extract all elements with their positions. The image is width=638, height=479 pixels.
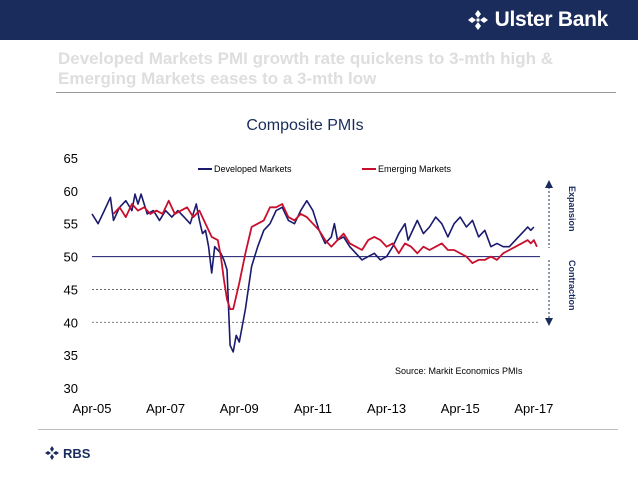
source-note: Source: Markit Economics PMIs [395,366,523,376]
header-bar: Ulster Bank [0,0,638,40]
x-axis: Apr-05 Apr-07 Apr-09 Apr-11 Apr-13 Apr-15 Apr-… [72,401,553,416]
title-divider [56,92,616,93]
legend-label-emerging: Emerging Markets [378,164,452,174]
brand-logo: Ulster Bank [467,6,608,34]
x-tick-label: Apr-15 [441,401,480,416]
y-tick-label: 65 [64,151,78,166]
x-tick-label: Apr-07 [146,401,185,416]
x-tick-label: Apr-05 [72,401,111,416]
y-tick-label: 35 [64,348,78,363]
reference-lines [92,256,540,323]
y-axis: 30 35 40 45 50 55 60 65 [64,151,78,396]
x-tick-label: Apr-09 [220,401,259,416]
footer-divider [38,429,618,430]
expansion-label: Expansion [567,186,577,232]
contraction-label: Contraction [567,260,577,311]
y-tick-label: 40 [64,315,78,330]
contraction-arrowhead-icon [545,318,553,326]
legend-label-developed: Developed Markets [214,164,292,174]
side-indicators: Expansion Contraction [545,180,577,326]
ulster-bank-logo-icon [467,10,488,30]
x-tick-label: Apr-17 [514,401,553,416]
y-tick-label: 30 [64,381,78,396]
rbs-logo-text: RBS [63,445,91,461]
x-tick-label: Apr-13 [367,401,406,416]
expansion-arrowhead-icon [545,180,553,188]
brand-name: Ulster Bank [494,8,609,31]
y-tick-label: 45 [64,282,78,297]
y-tick-label: 50 [64,250,78,265]
source-box: Source: Markit Economics PMIs [390,364,540,378]
slide-title: Developed Markets PMI growth rate quicke… [58,49,553,88]
chart-title: Composite PMIs [246,117,363,134]
y-tick-label: 60 [64,184,78,199]
x-tick-label: Apr-11 [294,401,332,416]
series-line-developed-markets [91,193,535,353]
rbs-logo-icon [45,446,59,460]
footer-logo: RBS [44,445,90,461]
series-line-emerging-markets [112,199,538,310]
y-tick-label: 55 [64,217,78,232]
series-layer [91,193,538,353]
chart-legend: Developed Markets Emerging Markets [198,164,452,174]
